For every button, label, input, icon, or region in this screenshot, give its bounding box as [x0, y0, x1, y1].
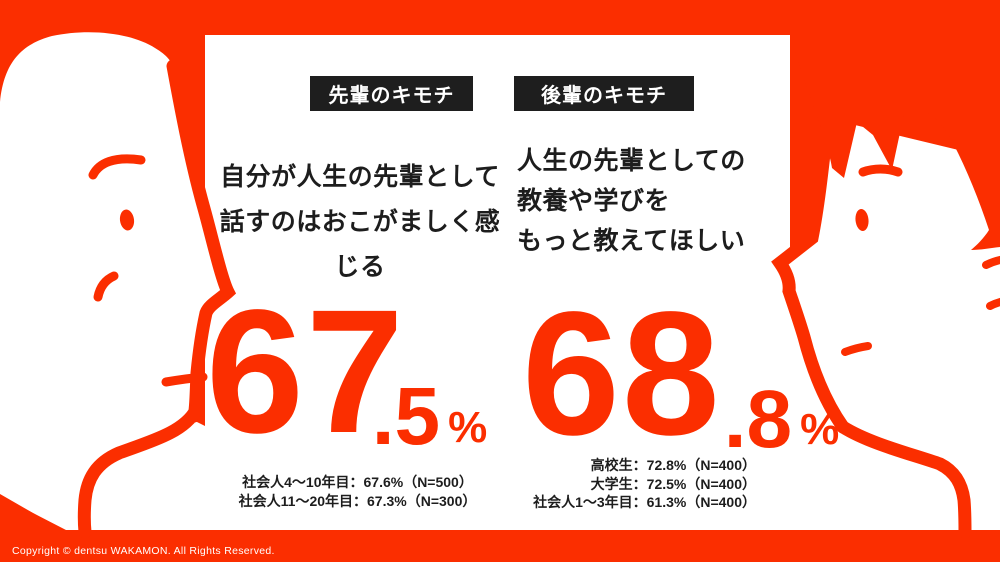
junior-percentage: 68 .8 %: [522, 276, 839, 472]
junior-ear-line-2: [986, 297, 1000, 310]
junior-shoulder-line: [836, 420, 972, 539]
senior-breakdown: 社会人4〜10年目：67.6%（N=500） 社会人11〜20年目：67.3%（…: [225, 473, 490, 511]
junior-statement: 人生の先輩としての 教養や学びを もっと教えてほしい: [517, 141, 797, 261]
junior-percentage-unit: %: [800, 405, 840, 454]
junior-badge: 後輩のキモチ: [514, 76, 694, 111]
senior-breakdown-line-2: 社会人11〜20年目：67.3%（N=300）: [238, 493, 477, 509]
junior-mouth: [841, 342, 872, 356]
senior-mouth: [161, 372, 208, 387]
senior-breakdown-line-1: 社会人4〜10年目：67.6%（N=500）: [242, 474, 473, 490]
senior-percentage-int: 67: [206, 274, 406, 470]
senior-neck-line: [77, 403, 203, 539]
junior-breakdown: 高校生：72.8%（N=400） 大学生：72.5%（N=400） 社会人1〜3…: [520, 456, 756, 512]
senior-percentage-unit: %: [448, 403, 488, 452]
junior-badge-label: 後輩のキモチ: [541, 85, 667, 107]
junior-percentage-int: 68: [522, 276, 722, 472]
junior-statement-line-1: 人生の先輩としての: [517, 147, 746, 175]
senior-eye: [119, 209, 135, 231]
junior-statement-line-2: 教養や学びを: [517, 187, 671, 215]
junior-breakdown-line-2: 大学生：72.5%（N=400）: [590, 475, 756, 492]
junior-eye: [855, 209, 869, 231]
junior-face-illustration: [771, 0, 1000, 539]
junior-eyebrow: [858, 164, 903, 177]
senior-shoulder-wedge: [0, 494, 66, 532]
junior-head-silhouette: [779, 118, 1000, 530]
senior-percentage-dec: .5: [371, 371, 441, 462]
junior-percentage-dec: .8: [723, 374, 793, 465]
content-panel: [205, 35, 790, 530]
junior-ear-line-1: [982, 255, 1000, 269]
senior-badge-label: 先輩のキモチ: [328, 85, 455, 107]
junior-statement-line-3: もっと教えてほしい: [517, 227, 746, 255]
senior-profile-line: [166, 59, 237, 423]
senior-cheek-line: [93, 271, 119, 302]
junior-profile-line: [771, 121, 850, 434]
junior-breakdown-line-3: 社会人1〜3年目：61.3%（N=400）: [533, 494, 756, 510]
senior-face-illustration: [0, 32, 237, 539]
senior-percentage: 67 .5 %: [206, 274, 487, 470]
copyright-notice: Copyright © dentsu WAKAMON. All Rights R…: [12, 545, 275, 557]
senior-statement-line-2: 話すのはおこがましく感じる: [219, 208, 501, 281]
senior-statement-line-1: 自分が人生の先輩として: [220, 163, 500, 191]
senior-badge: 先輩のキモチ: [310, 76, 473, 111]
senior-head-silhouette: [0, 32, 228, 531]
senior-statement: 自分が人生の先輩として 話すのはおこがましく感じる: [212, 155, 508, 290]
junior-hair: [788, 0, 1000, 250]
senior-eyebrow: [88, 154, 146, 180]
junior-breakdown-line-1: 高校生：72.8%（N=400）: [590, 457, 756, 473]
